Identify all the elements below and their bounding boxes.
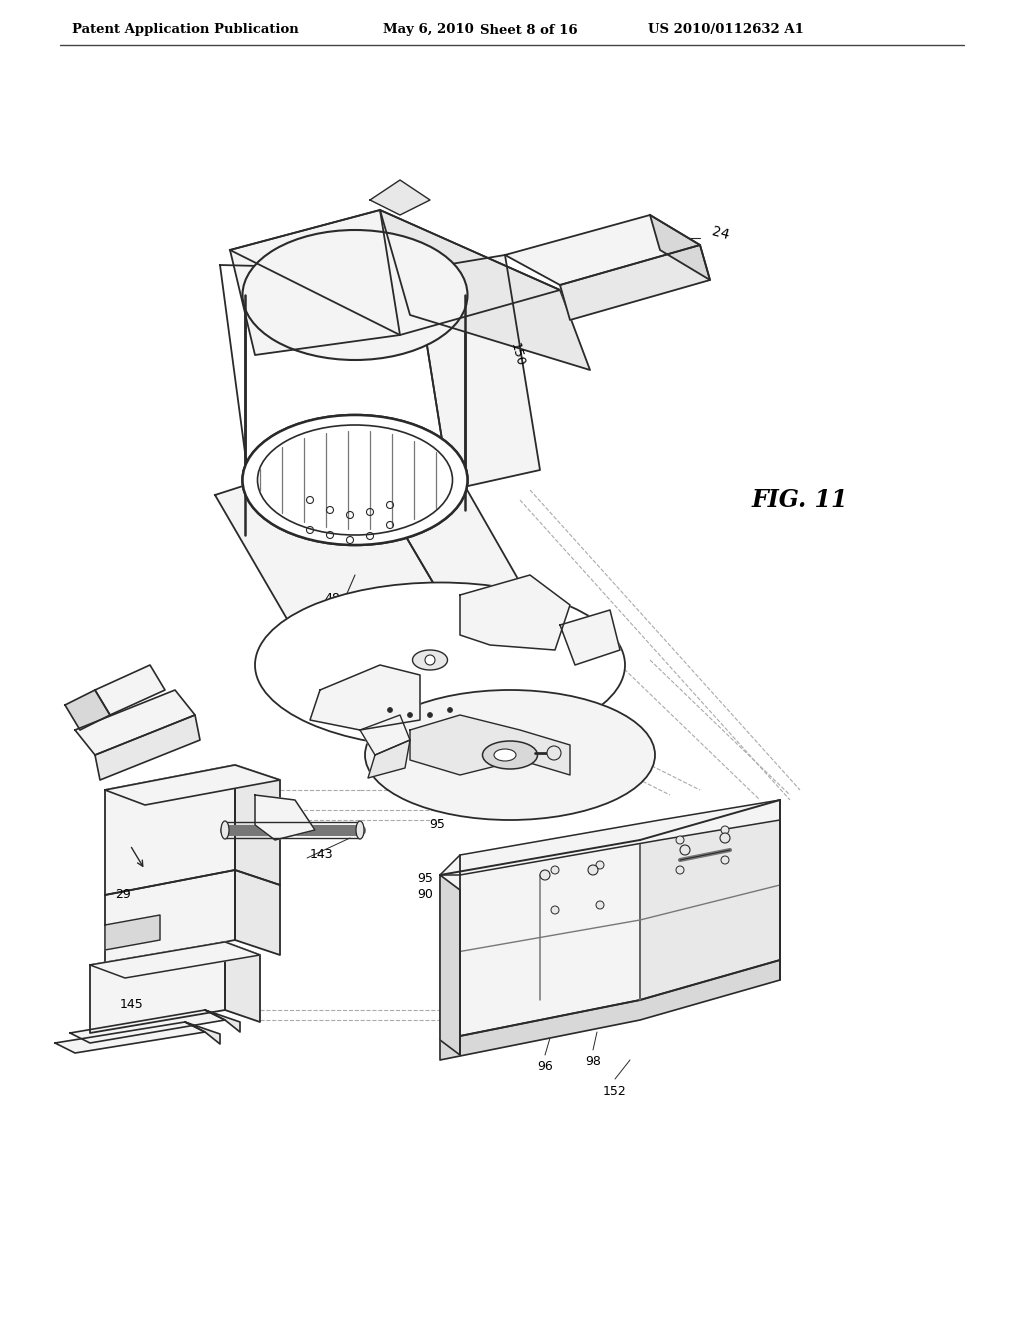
Text: 95: 95 [429,818,445,832]
Text: May 6, 2010: May 6, 2010 [383,24,474,37]
Polygon shape [90,942,225,1034]
Text: 152: 152 [603,1085,627,1098]
Text: 150: 150 [508,342,526,368]
Polygon shape [65,690,110,730]
Polygon shape [205,1010,240,1032]
Ellipse shape [365,690,655,820]
Polygon shape [95,715,200,780]
Polygon shape [560,610,620,665]
Text: FIG. 11: FIG. 11 [752,488,848,512]
Circle shape [588,865,598,875]
Circle shape [721,826,729,834]
Polygon shape [255,795,315,840]
Polygon shape [75,690,195,755]
Circle shape [447,708,453,713]
Circle shape [676,866,684,874]
Text: 102: 102 [595,729,618,742]
Text: 143: 143 [310,849,334,862]
Ellipse shape [243,414,468,545]
Circle shape [427,713,432,718]
Polygon shape [370,180,430,215]
Circle shape [408,713,413,718]
Polygon shape [220,265,450,490]
Text: 96: 96 [538,1060,553,1073]
Polygon shape [90,942,260,978]
Circle shape [596,861,604,869]
Ellipse shape [413,649,447,671]
Polygon shape [460,576,570,649]
Text: 100: 100 [625,738,649,751]
Polygon shape [95,665,165,715]
Ellipse shape [255,582,625,747]
Polygon shape [415,255,540,490]
Text: 98: 98 [585,1055,601,1068]
Text: Patent Application Publication: Patent Application Publication [72,24,299,37]
Polygon shape [230,210,560,335]
Circle shape [540,870,550,880]
Polygon shape [440,960,780,1060]
Circle shape [387,708,392,713]
Text: 114: 114 [438,624,462,638]
Polygon shape [225,942,260,1022]
Text: 90: 90 [417,888,433,902]
Text: 108: 108 [367,642,390,655]
Polygon shape [310,665,420,730]
Polygon shape [380,210,590,370]
Polygon shape [105,870,234,965]
Circle shape [596,902,604,909]
Polygon shape [410,715,570,775]
Polygon shape [105,766,280,805]
Text: 87: 87 [454,711,470,725]
Polygon shape [650,215,710,280]
Circle shape [720,833,730,843]
Text: 101: 101 [565,767,589,780]
Ellipse shape [356,821,364,840]
Circle shape [721,855,729,865]
Text: 24: 24 [710,224,730,242]
Polygon shape [368,741,410,777]
Ellipse shape [494,748,516,762]
Ellipse shape [221,821,229,840]
Circle shape [425,655,435,665]
Polygon shape [230,210,400,355]
Text: 95: 95 [417,871,433,884]
Text: 145: 145 [120,998,143,1011]
Text: 136: 136 [372,711,395,725]
Polygon shape [640,800,780,1001]
Polygon shape [70,1010,225,1043]
Text: 112: 112 [555,722,579,734]
Polygon shape [215,450,455,649]
Text: US 2010/0112632 A1: US 2010/0112632 A1 [648,24,804,37]
Circle shape [547,746,561,760]
Polygon shape [234,870,280,954]
Ellipse shape [243,230,468,360]
Ellipse shape [243,414,468,545]
Text: 29: 29 [115,888,131,902]
Polygon shape [105,915,160,950]
Text: 110: 110 [590,623,613,636]
Text: 48: 48 [325,591,340,605]
Polygon shape [55,1022,205,1053]
Polygon shape [440,840,640,1040]
Polygon shape [105,766,234,895]
Polygon shape [185,1022,220,1044]
Polygon shape [360,715,410,755]
Polygon shape [234,766,280,884]
Circle shape [551,866,559,874]
Circle shape [680,845,690,855]
Text: 116: 116 [436,785,460,799]
Circle shape [551,906,559,913]
Polygon shape [355,425,530,620]
Polygon shape [440,800,780,875]
Text: 90: 90 [437,801,453,814]
Polygon shape [440,875,460,1055]
Text: Sheet 8 of 16: Sheet 8 of 16 [480,24,578,37]
Polygon shape [505,215,700,285]
Circle shape [676,836,684,843]
Ellipse shape [482,741,538,770]
Polygon shape [560,246,710,319]
